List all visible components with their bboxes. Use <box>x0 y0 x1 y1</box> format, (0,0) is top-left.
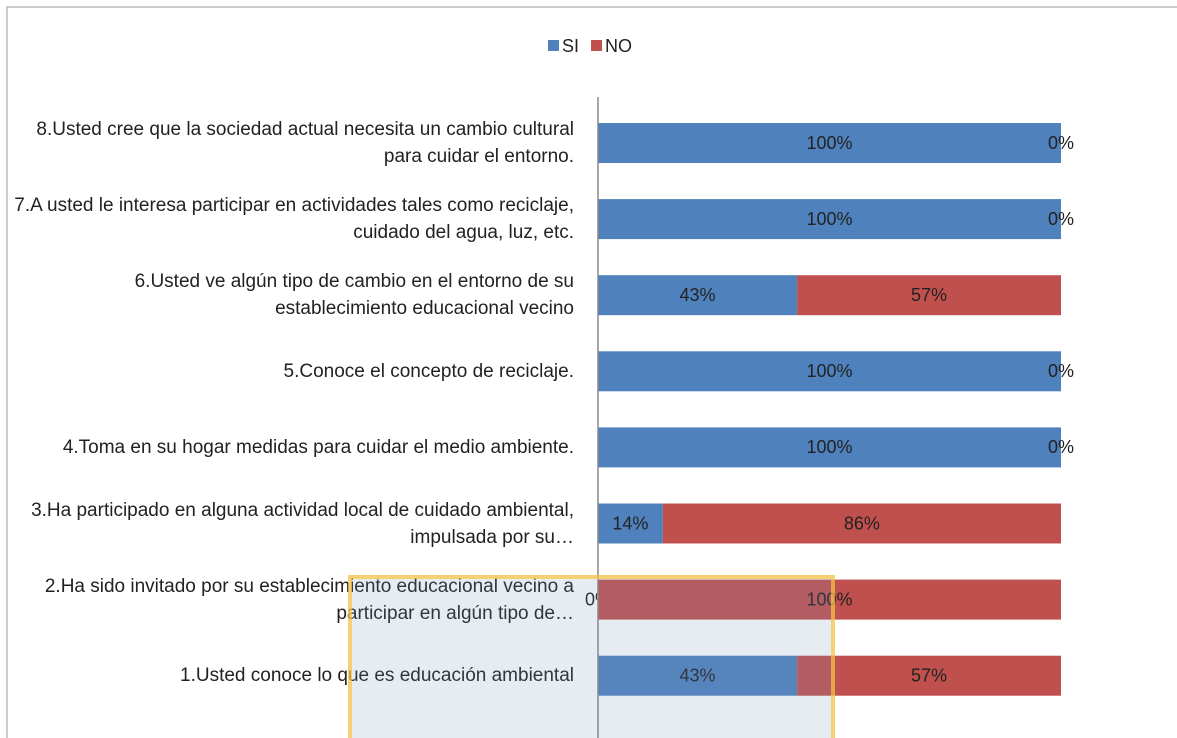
value-label: 100% <box>806 361 852 381</box>
category-label: 1.Usted conoce lo que es educación ambie… <box>180 665 574 687</box>
category-label: 4.Toma en su hogar medidas para cuidar e… <box>62 436 574 458</box>
legend-swatch <box>548 40 559 51</box>
bar-segment <box>598 199 1061 240</box>
category-label: 8.Usted cree que la sociedad actual nece… <box>36 119 574 167</box>
value-label: 57% <box>911 285 947 305</box>
legend-label: NO <box>605 36 632 56</box>
value-label: 14% <box>612 513 648 533</box>
bar-segment <box>598 123 1061 163</box>
category-label: 7.A usted le interesa participar en acti… <box>14 195 574 244</box>
value-label: 100% <box>806 437 852 457</box>
bar-segment <box>662 503 1061 544</box>
value-label: 43% <box>680 665 716 685</box>
bar-segment <box>598 427 1061 468</box>
bar-segment <box>598 579 1061 620</box>
value-label: 100% <box>806 589 852 609</box>
category-label: 5.Conoce el concepto de reciclaje. <box>283 360 574 382</box>
chart-border <box>6 6 1177 738</box>
value-label: 100% <box>806 133 852 153</box>
category-label: 2.Ha sido invitado por su establecimient… <box>44 575 574 624</box>
value-label: 43% <box>680 285 716 305</box>
value-label: 86% <box>844 513 880 533</box>
bar-segment <box>598 655 798 696</box>
legend-swatch <box>591 40 603 51</box>
value-label: 0% <box>1048 361 1074 381</box>
value-label: 0% <box>1048 437 1074 457</box>
watermark <box>348 575 835 738</box>
category-label: 6.Usted ve algún tipo de cambio en el en… <box>134 271 574 320</box>
bar-segment <box>598 351 1061 392</box>
bar-segment <box>797 655 1061 696</box>
bar-segment <box>598 275 798 316</box>
value-label: 0% <box>1048 209 1074 229</box>
bar-segment <box>598 503 663 544</box>
value-label: 57% <box>911 665 947 685</box>
category-label: 3.Ha participado en alguna actividad loc… <box>31 499 574 548</box>
legend-label: SI <box>562 36 579 56</box>
value-label: 100% <box>806 209 852 229</box>
value-label: 0% <box>1048 133 1074 153</box>
bar-segment <box>797 275 1061 316</box>
